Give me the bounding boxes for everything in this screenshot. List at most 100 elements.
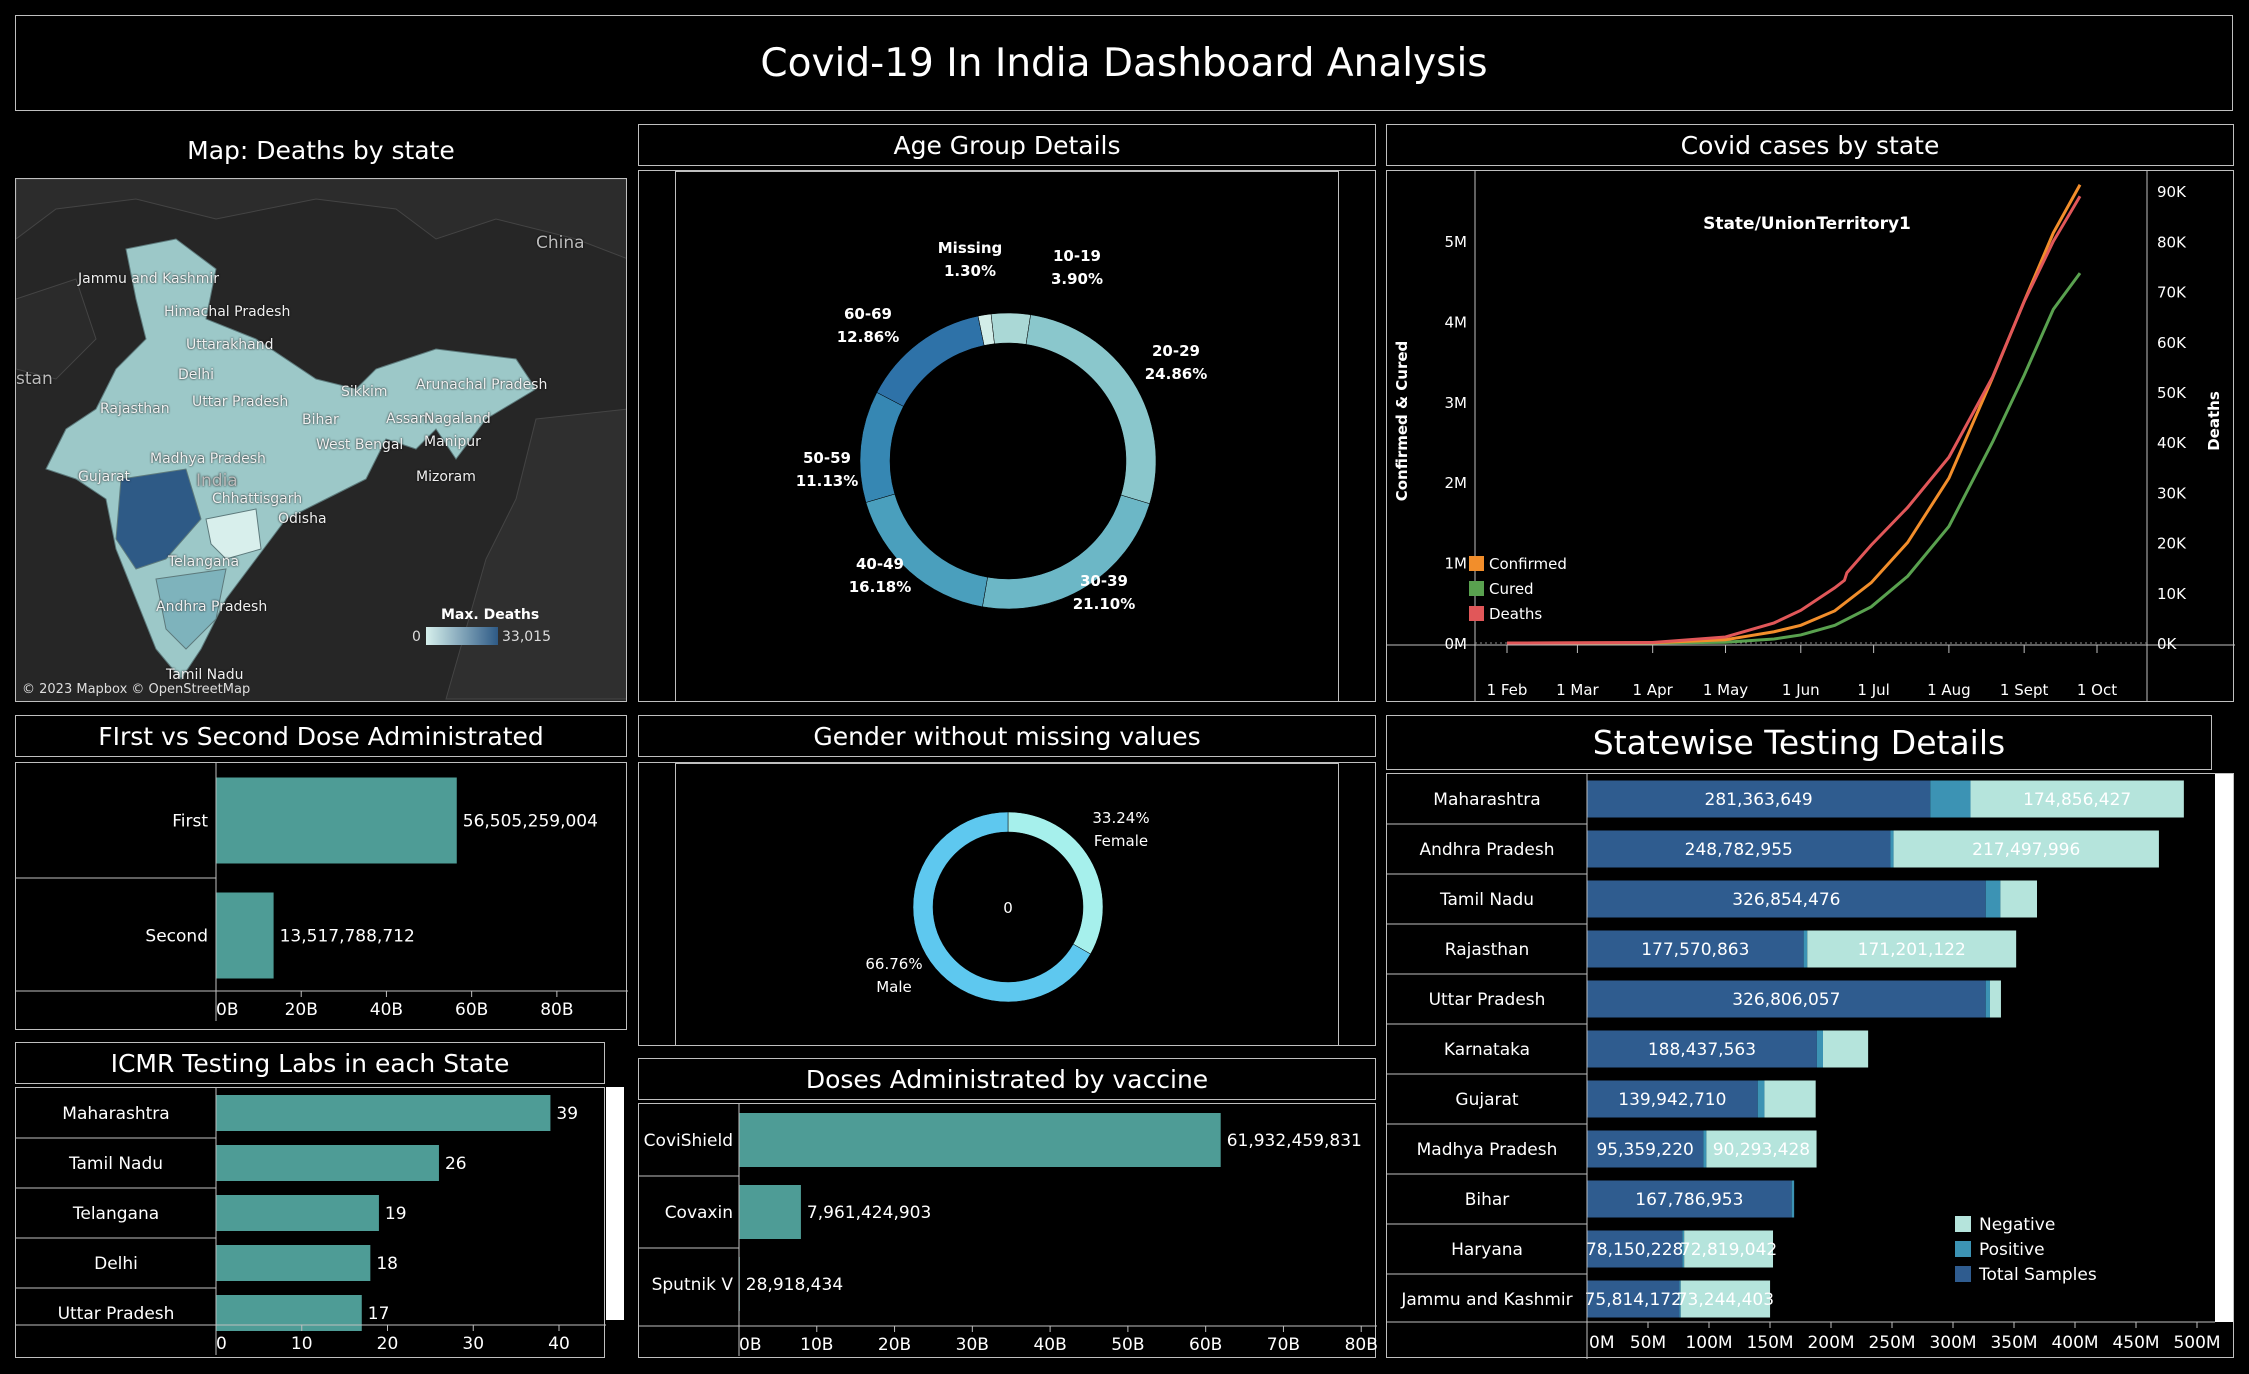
map-label-jammu-and-kashmir: Jammu and Kashmir [78,271,220,287]
covid-xtick-label: 1 Feb [1487,681,1528,699]
gender-donut-chart[interactable]: 0 33.24% Female 66.76% Male [639,763,1377,1047]
india-map[interactable] [16,179,627,702]
testing-bar-total-samples-karnataka[interactable] [1587,1030,1817,1068]
testing-category-madhya-pradesh: Madhya Pradesh [1417,1140,1558,1160]
slice-20-29[interactable] [1025,314,1157,505]
covid-series-confirmed[interactable] [1506,183,2082,645]
covid-ytick-right: 30K [2157,484,2187,502]
testing-value-total-samples-haryana: 78,150,228 [1586,1240,1683,1260]
testing-bar-negative-haryana[interactable] [1684,1230,1774,1268]
testing-bar-total-samples-haryana[interactable] [1587,1230,1683,1268]
bar-delhi[interactable] [216,1245,371,1281]
testing-bar-positive-jammu-and-kashmir[interactable] [1679,1280,1681,1318]
covid-legend-swatch-deaths[interactable] [1469,606,1484,621]
covid-series-deaths[interactable] [1506,195,2082,645]
covid-title: Covid cases by state [1680,130,1940,160]
testing-bar-positive-andhra-pradesh[interactable] [1890,830,1894,868]
testing-legend-swatch-negative[interactable] [1955,1216,1971,1232]
testing-category-gujarat: Gujarat [1455,1090,1518,1110]
map-legend-min: 0 [412,629,421,645]
testing-bar-total-samples-bihar[interactable] [1587,1180,1792,1218]
testing-bar-negative-karnataka[interactable] [1822,1030,1869,1068]
map-credit[interactable]: © 2023 Mapbox © OpenStreetMap [22,682,251,697]
testing-bar-total-samples-andhra-pradesh[interactable] [1587,830,1891,868]
testing-bar-positive-tamil-nadu[interactable] [1985,880,2001,918]
bar-category-tamil-nadu: Tamil Nadu [68,1154,163,1174]
bar-covaxin[interactable] [739,1185,801,1239]
covid-legend-swatch-cured[interactable] [1469,581,1484,596]
testing-bar-total-samples-jammu-and-kashmir[interactable] [1587,1280,1680,1318]
testing-title: Statewise Testing Details [1592,723,2006,762]
covid-ytick-right: 0K [2157,635,2178,653]
testing-bar-positive-gujarat[interactable] [1757,1080,1765,1118]
bar-first[interactable] [216,777,457,864]
testing-bar-positive-uttar-pradesh[interactable] [1985,980,1990,1018]
testing-bar-total-samples-maharashtra[interactable] [1587,780,1931,818]
bar-category-maharashtra: Maharashtra [62,1104,169,1124]
bar-uttar-pradesh[interactable] [216,1295,362,1331]
age-donut-chart[interactable]: Missing 1.30% 10-19 3.90% 20-29 24.86% 30-39 21… [639,171,1377,703]
testing-bar-negative-andhra-pradesh[interactable] [1893,830,2159,868]
bar-covishield[interactable] [739,1113,1221,1167]
bar-telangana[interactable] [216,1195,379,1231]
age-label-missing: Missing [938,239,1002,257]
map-panel[interactable]: ChinastanIndiaGoaJammu and KashmirHimach… [15,178,627,702]
gender-pct-male: 66.76% [865,955,922,973]
covid-legend-swatch-confirmed[interactable] [1469,556,1484,571]
covid-line-chart[interactable]: 0M 1M 2M 3M 4M 5M 0K 10K 20K 30K 40K 50K 60K 70K 80K 90… [1387,171,2235,703]
icmr-bar-chart[interactable]: Maharashtra 39 Tamil Nadu 26 Telangana 19 Delh… [16,1088,606,1359]
bar-second[interactable] [216,892,274,979]
slice-male[interactable] [912,811,1091,1003]
testing-stacked-bar-chart[interactable]: Maharashtra 281,363,649 174,856,427 Andhra … [1387,774,2235,1359]
testing-legend-swatch-total-samples[interactable] [1955,1266,1971,1282]
slice-30-39[interactable] [982,494,1151,610]
testing-bar-negative-jammu-and-kashmir[interactable] [1680,1280,1771,1318]
testing-bar-total-samples-madhya-pradesh[interactable] [1587,1130,1704,1168]
map-label-west-bengal: West Bengal [316,437,404,453]
testing-bar-positive-bihar[interactable] [1791,1180,1795,1218]
testing-bar-positive-rajasthan[interactable] [1803,930,1808,968]
slice-10-19[interactable] [990,312,1031,345]
map-label-odisha: Odisha [278,511,327,527]
covid-ytick-left: 0M [1445,635,1468,653]
covid-xtick-label: 1 Apr [1633,681,1674,699]
testing-bar-negative-maharashtra[interactable] [1970,780,2184,818]
bar-value-covaxin: 7,961,424,903 [807,1203,931,1223]
testing-value-negative-madhya-pradesh: 90,293,428 [1713,1140,1810,1160]
testing-bar-positive-maharashtra[interactable] [1930,780,1971,818]
testing-bar-positive-haryana[interactable] [1682,1230,1685,1268]
testing-bar-total-samples-uttar-pradesh[interactable] [1587,980,1986,1018]
testing-bar-positive-karnataka[interactable] [1816,1030,1823,1068]
testing-category-maharashtra: Maharashtra [1433,790,1540,810]
map-label-india: India [196,471,238,491]
bar-xtick-label: 20B [285,1000,318,1020]
testing-bar-negative-rajasthan[interactable] [1807,930,2017,968]
vaccine-bar-chart[interactable]: CoviShield 61,932,459,831 Covaxin 7,961,424… [639,1104,1378,1359]
covid-series-cured[interactable] [1506,272,2082,645]
gender-label-male: Male [876,978,912,996]
testing-bar-positive-madhya-pradesh[interactable] [1703,1130,1707,1168]
testing-bar-total-samples-tamil-nadu[interactable] [1587,880,1986,918]
map-label-andhra-pradesh: Andhra Pradesh [156,599,268,615]
bar-value-second: 13,517,788,712 [280,927,415,947]
slice-50-59[interactable] [859,392,904,503]
testing-scrollbar[interactable] [2215,774,2233,1322]
testing-bar-negative-uttar-pradesh[interactable] [1989,980,2001,1018]
age-inner-frame [675,171,1339,702]
testing-bar-total-samples-rajasthan[interactable] [1587,930,1804,968]
covid-ytick-right: 10K [2157,585,2187,603]
slice-female[interactable] [1007,811,1104,955]
testing-value-total-samples-maharashtra: 281,363,649 [1705,790,1813,810]
testing-bar-negative-gujarat[interactable] [1764,1080,1816,1118]
bar-value-covishield: 61,932,459,831 [1227,1131,1362,1151]
dose-bar-chart[interactable]: First 56,505,259,004 Second 13,517,788,712 0… [16,763,628,1031]
bar-tamil-nadu[interactable] [216,1145,439,1181]
testing-legend-swatch-positive[interactable] [1955,1241,1971,1257]
testing-bar-total-samples-gujarat[interactable] [1587,1080,1758,1118]
testing-bar-negative-tamil-nadu[interactable] [2000,880,2038,918]
testing-bar-negative-madhya-pradesh[interactable] [1706,1130,1817,1168]
icmr-scrollbar[interactable] [606,1087,624,1320]
age-pct-50-59: 11.13% [796,472,858,490]
slice-60-69[interactable] [876,315,985,407]
bar-maharashtra[interactable] [216,1095,551,1131]
